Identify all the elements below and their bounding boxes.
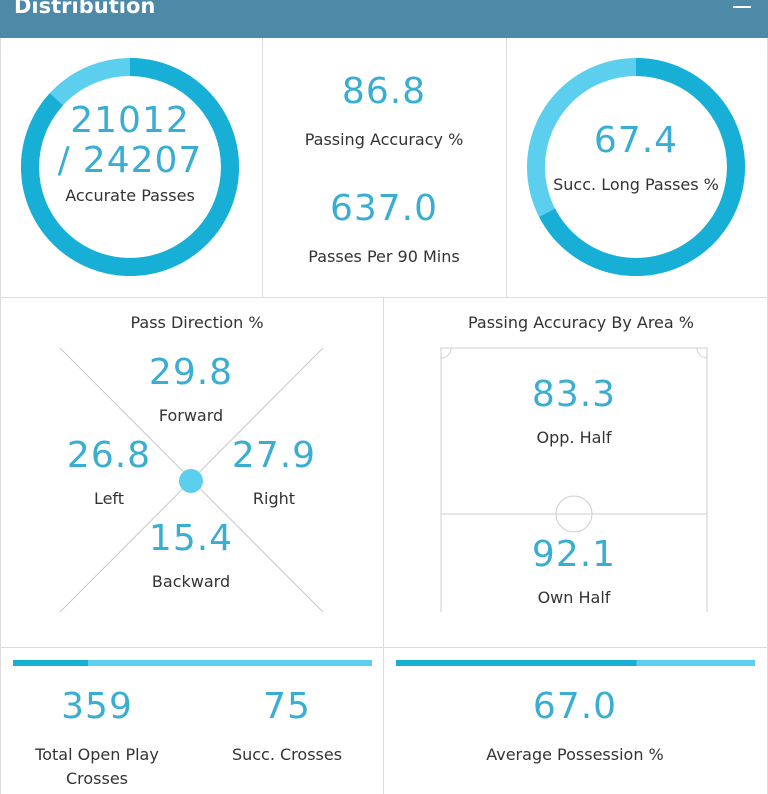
accuracy-by-area-title: Passing Accuracy By Area % [467, 313, 694, 332]
opp-half-value: 83.3 [531, 374, 617, 416]
ring-value [527, 58, 745, 276]
succ-crosses-label: Succ. Crosses [231, 745, 343, 764]
total-passes-value: 24207 [82, 140, 203, 182]
forward-label: Forward [158, 406, 224, 425]
bar-value [396, 660, 637, 666]
succ-crosses-value: 75 [263, 686, 311, 728]
ring-value [21, 58, 239, 276]
possession-value: 67.0 [532, 686, 618, 728]
backward-label: Backward [151, 572, 231, 591]
bar-value [13, 660, 88, 666]
pass-direction-title: Pass Direction % [130, 313, 264, 332]
opp-half-label: Opp. Half [536, 428, 612, 447]
long-passes-label: Succ. Long Passes % [553, 175, 719, 194]
total-crosses-label: Total Open Play Crosses [35, 745, 159, 788]
direction-center [179, 469, 203, 493]
passes-per-90-label: Passes Per 90 Mins [308, 247, 460, 266]
bar-track [13, 660, 372, 666]
accurate-passes-label: Accurate Passes [65, 186, 195, 205]
passing-accuracy-label: Passing Accuracy % [304, 130, 464, 149]
total-crosses-value: 359 [61, 686, 133, 728]
header-bar [0, 0, 768, 38]
possession-label: Average Possession % [486, 745, 664, 764]
long-passes-value: 67.4 [593, 120, 679, 162]
separator: / [57, 140, 71, 182]
left-label: Left [93, 489, 125, 508]
right-value: 27.9 [231, 435, 317, 477]
backward-value: 15.4 [148, 518, 234, 560]
passing-accuracy-value: 86.8 [341, 71, 427, 113]
left-value: 26.8 [66, 435, 152, 477]
pitch [440, 347, 708, 612]
accurate-passes-value: 21012 [70, 100, 190, 142]
passes-per-90-value: 637.0 [329, 188, 439, 230]
header-title: Distribution [14, 0, 156, 18]
own-half-value: 92.1 [531, 534, 617, 576]
forward-value: 29.8 [148, 352, 234, 394]
total-passes: / 24207 [10, 140, 250, 181]
right-label: Right [252, 489, 296, 508]
own-half-label: Own Half [537, 588, 611, 607]
